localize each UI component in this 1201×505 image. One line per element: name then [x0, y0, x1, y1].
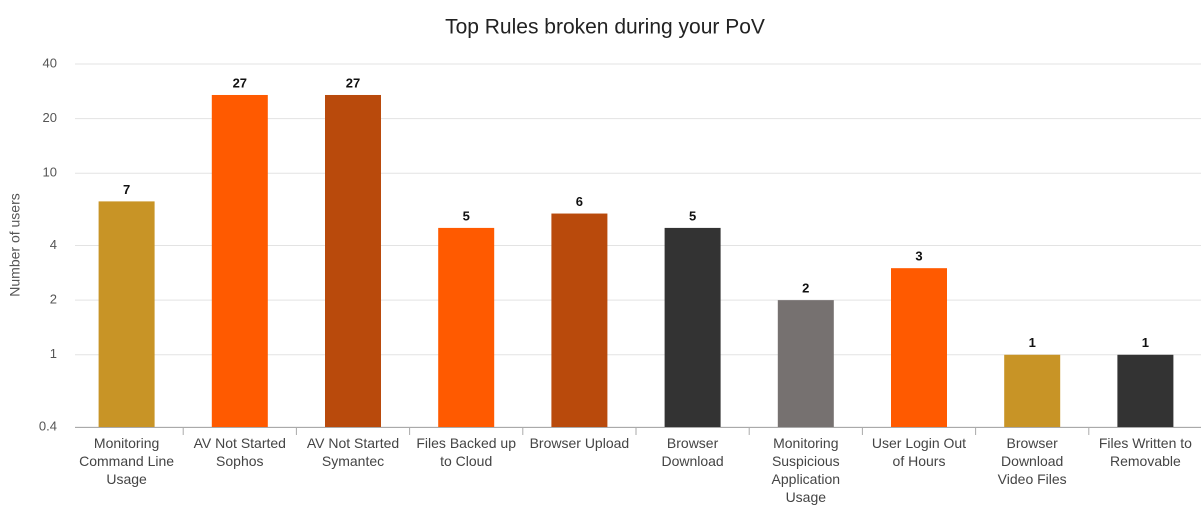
data-label: 2	[802, 281, 809, 296]
bar	[325, 94, 381, 428]
bar	[1004, 354, 1061, 427]
data-label: 1	[1142, 335, 1149, 350]
data-label: 6	[576, 194, 583, 209]
y-tick-label: 2	[50, 292, 57, 307]
data-label: 3	[915, 249, 922, 264]
x-tick-label: Files Written to Removable	[1098, 435, 1192, 469]
y-tick-label: 4	[50, 237, 57, 252]
y-tick-label: 10	[43, 165, 57, 180]
data-label: 27	[346, 75, 360, 90]
y-tick-label: 40	[43, 55, 57, 70]
data-label: 5	[689, 208, 696, 223]
data-label: 27	[233, 75, 247, 90]
data-label: 1	[1029, 335, 1036, 350]
y-axis-label: Number of users	[7, 193, 23, 296]
bar	[664, 227, 721, 427]
y-tick-label: 1	[50, 346, 57, 361]
x-tick-label: User Login Out of Hours	[871, 435, 967, 469]
chart-title: Top Rules broken during your PoV	[445, 16, 765, 39]
y-tick-label: 0.4	[39, 418, 57, 433]
x-tick-label: Browser Download Video Files	[997, 435, 1067, 487]
x-tick-label: AV Not Started Symantec	[306, 435, 400, 469]
y-tick-label: 20	[43, 110, 57, 125]
x-tick-label: Browser Upload	[529, 435, 630, 451]
x-tick-label: Monitoring Suspicious Application Usage	[771, 435, 841, 505]
x-tick-label: Files Backed up to Cloud	[416, 435, 516, 469]
x-tick-label: Monitoring Command Line Usage	[79, 435, 175, 487]
bar	[1117, 354, 1174, 427]
x-tick-label: AV Not Started Sophos	[193, 435, 286, 469]
bar	[211, 94, 268, 428]
bar	[98, 201, 155, 427]
data-label: 5	[463, 208, 470, 223]
x-tick-label: Browser Download	[661, 435, 724, 469]
bar	[777, 300, 834, 427]
data-label: 7	[123, 182, 130, 197]
bar	[551, 213, 608, 427]
bar	[891, 268, 947, 427]
bar	[438, 227, 495, 427]
